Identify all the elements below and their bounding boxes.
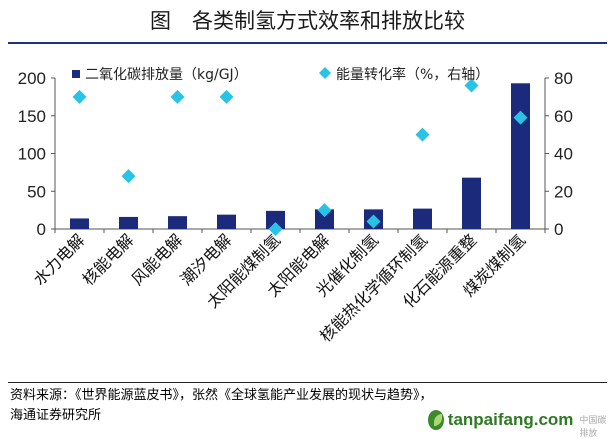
emission-bar bbox=[413, 208, 432, 229]
emission-bar bbox=[168, 216, 187, 229]
left-tick-label: 100 bbox=[18, 145, 46, 164]
emission-bar bbox=[266, 210, 285, 229]
emission-bar bbox=[315, 209, 334, 229]
left-tick-label: 200 bbox=[18, 69, 46, 88]
source-divider bbox=[8, 382, 607, 383]
efficiency-marker bbox=[317, 203, 332, 218]
chart-legend: 二氧化碳排放量（kg/GJ） 能量转化率（%，右轴） bbox=[72, 66, 489, 83]
left-tick-label: 0 bbox=[37, 220, 46, 239]
watermark: tanpaifang.com 中国碳排放 bbox=[428, 408, 615, 438]
legend-marker-swatch bbox=[319, 67, 331, 79]
emission-bar bbox=[119, 216, 138, 229]
right-tick-label: 20 bbox=[554, 182, 573, 201]
emission-bar bbox=[462, 177, 481, 229]
efficiency-marker bbox=[464, 78, 479, 93]
emission-bar bbox=[511, 83, 530, 229]
category-label: 水力电解 bbox=[30, 230, 89, 289]
right-tick-label: 80 bbox=[554, 69, 573, 88]
right-tick-label: 60 bbox=[554, 107, 573, 126]
source-line-2: 海通证券研究所 bbox=[10, 408, 102, 423]
efficiency-markers bbox=[72, 78, 528, 236]
left-tick-label: 150 bbox=[18, 107, 46, 126]
leaf-logo-icon bbox=[428, 410, 444, 430]
efficiency-marker bbox=[121, 169, 136, 184]
efficiency-marker bbox=[268, 222, 283, 236]
emission-bar bbox=[70, 218, 89, 229]
legend-bar-swatch bbox=[72, 70, 80, 78]
category-label: 核能电解 bbox=[79, 230, 138, 289]
efficiency-marker bbox=[415, 127, 430, 142]
legend-efficiency-label: 能量转化率（%，右轴） bbox=[336, 66, 489, 83]
left-tick-label: 50 bbox=[27, 182, 46, 201]
efficiency-marker bbox=[72, 89, 87, 104]
efficiency-emission-chart: 0 50 100 150 200 0 20 40 60 80 水力电解核能电解风能电解潮汐电解太阳… bbox=[18, 66, 573, 346]
title-divider bbox=[8, 42, 607, 44]
category-labels: 水力电解核能电解风能电解潮汐电解太阳能煤制氢太阳能电解光催化制氢核能热化学循环制… bbox=[30, 230, 530, 345]
emission-bar bbox=[217, 214, 236, 229]
watermark-text: tanpaifang.com bbox=[447, 410, 574, 429]
efficiency-marker bbox=[513, 110, 528, 125]
emission-bars bbox=[70, 83, 530, 229]
source-note: 资料来源：《世界能源蓝皮书》，张然《全球氢能产业发展的现状与趋势》， 海通证券研… bbox=[10, 386, 610, 426]
efficiency-marker bbox=[219, 89, 234, 104]
source-line-1: 资料来源：《世界能源蓝皮书》，张然《全球氢能产业发展的现状与趋势》， bbox=[10, 388, 433, 403]
category-label: 风能电解 bbox=[128, 230, 187, 289]
efficiency-marker bbox=[366, 214, 381, 229]
chart-title: 图 各类制氢方式效率和排放比较 bbox=[150, 9, 465, 33]
legend-emission-label: 二氧化碳排放量（kg/GJ） bbox=[85, 67, 248, 83]
right-tick-label: 0 bbox=[554, 220, 563, 239]
right-tick-label: 40 bbox=[554, 145, 573, 164]
efficiency-marker bbox=[170, 89, 185, 104]
chart-axes: 0 50 100 150 200 0 20 40 60 80 bbox=[18, 69, 573, 239]
watermark-stamp: 中国碳排放 bbox=[579, 415, 607, 438]
